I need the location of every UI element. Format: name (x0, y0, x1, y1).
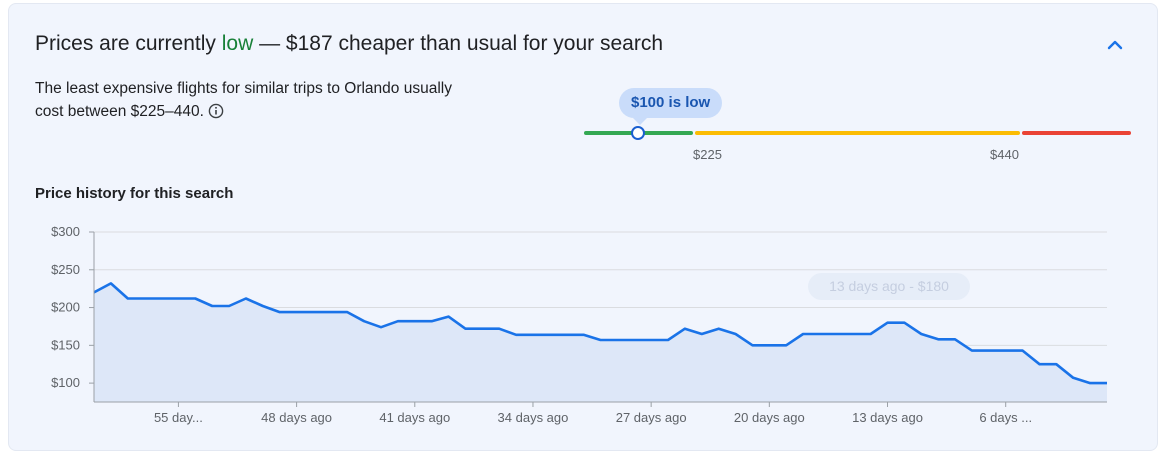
x-tick-label: 34 days ago (498, 410, 569, 425)
y-tick-label: $150 (51, 337, 80, 352)
price-range-description: The least expensive flights for similar … (35, 77, 455, 126)
price-range-bar: $100 is low $225 $440 (584, 86, 1134, 176)
x-tick-label: 48 days ago (261, 410, 332, 425)
y-tick-label: $200 (51, 300, 80, 315)
collapse-button[interactable] (1104, 34, 1126, 56)
range-segment-typical (695, 131, 1020, 135)
chevron-up-icon (1107, 40, 1123, 50)
price-status-word: low (221, 32, 254, 55)
price-history-chart[interactable]: $300 $250 $200 $150 $100 55 day... 48 days ago… (0, 220, 1165, 435)
x-tick-label: 13 days ago (852, 410, 923, 425)
price-headline: Prices are currently low — $187 cheaper … (35, 32, 663, 56)
hover-tooltip-text: 13 days ago - $180 (829, 278, 949, 294)
current-price-bubble: $100 is low (619, 88, 723, 125)
info-icon[interactable] (208, 103, 224, 126)
y-tick-label: $100 (51, 375, 80, 390)
headline-suffix: — $187 cheaper than usual for your searc… (253, 32, 663, 55)
price-line (93, 282, 1107, 385)
x-tick-label: 6 days ... (979, 410, 1032, 425)
price-area (94, 283, 1107, 402)
headline-prefix: Prices are currently (35, 32, 222, 55)
description-text: The least expensive flights for similar … (35, 80, 452, 120)
x-tick-label: 41 days ago (379, 410, 450, 425)
range-low-label: $225 (693, 147, 722, 162)
hover-tooltip (808, 273, 970, 300)
range-segment-high (1022, 131, 1131, 135)
x-tick-label: 27 days ago (616, 410, 687, 425)
x-tick-label: 20 days ago (734, 410, 805, 425)
x-tick-label: 55 day... (154, 410, 203, 425)
price-history-title: Price history for this search (35, 185, 234, 202)
range-high-label: $440 (990, 147, 1019, 162)
y-tick-label: $300 (51, 224, 80, 239)
current-price-marker (631, 126, 645, 140)
y-tick-label: $250 (51, 262, 80, 277)
